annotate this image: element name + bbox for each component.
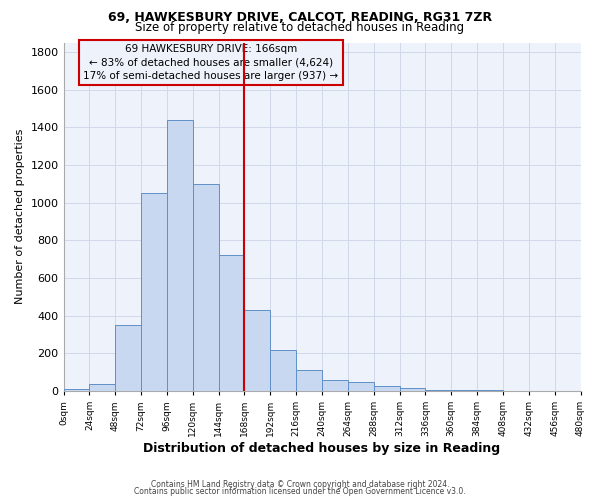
- Text: Contains HM Land Registry data © Crown copyright and database right 2024.: Contains HM Land Registry data © Crown c…: [151, 480, 449, 489]
- Text: Size of property relative to detached houses in Reading: Size of property relative to detached ho…: [136, 21, 464, 34]
- Bar: [425, 390, 451, 391]
- Bar: [374, 386, 400, 391]
- Bar: [400, 388, 425, 391]
- Bar: [115, 325, 141, 391]
- Bar: [141, 193, 167, 391]
- Bar: [193, 184, 218, 391]
- Bar: [64, 389, 89, 391]
- Bar: [244, 310, 271, 391]
- Bar: [322, 380, 348, 391]
- X-axis label: Distribution of detached houses by size in Reading: Distribution of detached houses by size …: [143, 442, 500, 455]
- Bar: [271, 350, 296, 391]
- Text: Contains public sector information licensed under the Open Government Licence v3: Contains public sector information licen…: [134, 487, 466, 496]
- Bar: [89, 384, 115, 391]
- Bar: [477, 390, 503, 391]
- Text: 69, HAWKESBURY DRIVE, CALCOT, READING, RG31 7ZR: 69, HAWKESBURY DRIVE, CALCOT, READING, R…: [108, 11, 492, 24]
- Bar: [167, 120, 193, 391]
- Bar: [296, 370, 322, 391]
- Bar: [218, 256, 244, 391]
- Bar: [348, 382, 374, 391]
- Y-axis label: Number of detached properties: Number of detached properties: [15, 129, 25, 304]
- Text: 69 HAWKESBURY DRIVE: 166sqm
← 83% of detached houses are smaller (4,624)
17% of : 69 HAWKESBURY DRIVE: 166sqm ← 83% of det…: [83, 44, 338, 80]
- Bar: [451, 390, 477, 391]
